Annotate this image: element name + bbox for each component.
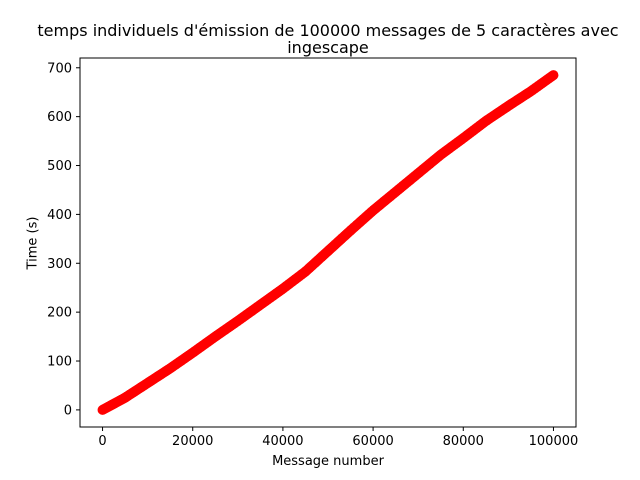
x-axis-ticks: 0 20000 40000 60000 80000 100000 [98,427,578,449]
y-tick-label: 100 [47,355,72,370]
data-points [97,70,559,415]
x-axis-label: Message number [272,454,384,469]
y-tick-label: 200 [47,306,72,321]
plot-frame [79,57,577,428]
y-tick-label: 400 [47,208,72,223]
y-axis-ticks: 0 100 200 300 400 500 600 700 [47,61,80,418]
y-tick-label: 600 [47,110,72,125]
y-tick-label: 0 [64,403,72,418]
y-tick-label: 300 [47,257,72,272]
chart-title-line-1: temps individuels d'émission de 100000 m… [37,21,619,40]
x-tick-label: 0 [98,434,106,449]
data-point [548,70,559,81]
x-tick-label: 100000 [529,434,579,449]
y-axis-label: Time (s) [25,216,41,270]
chart-title-line-2: ingescape [287,38,369,57]
x-tick-label: 60000 [352,434,393,449]
x-tick-label: 20000 [172,434,213,449]
y-tick-label: 700 [47,61,72,76]
x-tick-label: 40000 [262,434,303,449]
y-tick-label: 500 [47,159,72,174]
x-tick-label: 80000 [443,434,484,449]
